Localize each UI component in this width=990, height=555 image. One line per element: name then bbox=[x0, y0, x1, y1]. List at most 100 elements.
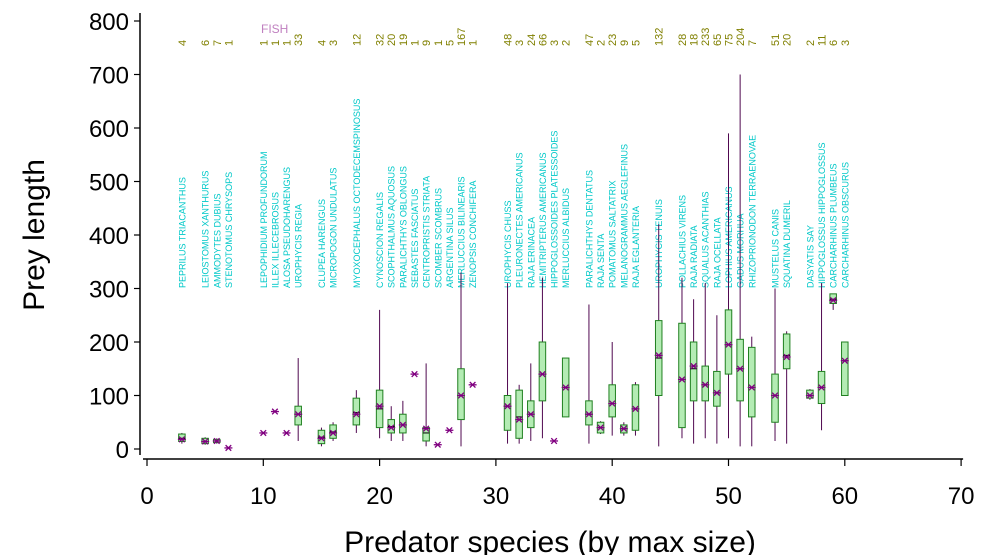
x-tick-label: 20 bbox=[366, 483, 393, 510]
species-4: LEPOPHIDIUM PROFUNDORUM 1 bbox=[258, 40, 270, 437]
y-tick-label: 600 bbox=[89, 116, 129, 143]
iqr-box bbox=[841, 341, 849, 396]
mean-marker bbox=[457, 392, 466, 399]
mean-marker-stroke bbox=[783, 353, 790, 361]
mean-marker-stroke bbox=[771, 392, 779, 399]
y-tick-label: 100 bbox=[89, 384, 129, 411]
species-32: POLLACHIUS VIRENS 28 bbox=[677, 34, 689, 439]
mean-marker bbox=[212, 437, 221, 445]
species-8: CLUPEA HARENGUS 4 bbox=[316, 40, 328, 447]
y-tick-label: 400 bbox=[89, 223, 129, 250]
y-tick-label: 500 bbox=[89, 170, 129, 197]
species-44: CARCHARHINUS OBSCURUS 3 bbox=[840, 40, 852, 396]
x-tick-label: 0 bbox=[140, 483, 153, 510]
mean-marker-stroke bbox=[376, 402, 383, 410]
sample-count-label: 65 bbox=[712, 34, 724, 46]
species-29: MELANOGRAMMUS AEGLEFINUS 9 bbox=[619, 40, 631, 436]
mean-marker-stroke bbox=[271, 408, 279, 415]
species-name-label: MYOXOCEPHALUS OCTODECEMSPINOSUS bbox=[352, 99, 362, 288]
mean-marker-stroke bbox=[608, 400, 616, 407]
mean-marker bbox=[515, 416, 524, 423]
y-tick-label: 700 bbox=[89, 63, 129, 90]
mean-marker bbox=[596, 424, 605, 431]
x-tick-label: 60 bbox=[831, 483, 858, 510]
mean-marker bbox=[294, 410, 303, 418]
sample-count-label: 3 bbox=[328, 40, 340, 46]
y-tick-label: 800 bbox=[89, 9, 129, 36]
species-21: PLEURONECTES AMERICANUS 3 bbox=[514, 40, 526, 444]
species-name-label: RAJA EGLANTERIA bbox=[631, 206, 641, 288]
species-16: SCOMBER SCOMBRUS 1 bbox=[433, 40, 445, 448]
species-name-label: SQUATINA DUMERIL bbox=[782, 200, 792, 288]
sample-count-label: 1 bbox=[270, 40, 282, 46]
mean-marker-stroke bbox=[748, 384, 756, 391]
species-name-label: RAJA OCELLATA bbox=[712, 217, 722, 288]
mean-marker bbox=[375, 402, 384, 410]
mean-marker-stroke bbox=[422, 425, 430, 432]
species-name-label: ARGENTINA SILUS bbox=[445, 207, 455, 288]
species-3: STENOTOMUS CHRYSOPS 1 bbox=[223, 40, 235, 452]
iqr-box bbox=[457, 368, 465, 421]
sample-count-label: 4 bbox=[316, 40, 328, 46]
mean-marker bbox=[177, 436, 186, 443]
species-name-label: MERLUCCIUS BILINEARIS bbox=[457, 176, 467, 288]
mean-marker bbox=[817, 384, 826, 391]
species-35: RAJA OCELLATA 65 bbox=[712, 34, 724, 444]
mean-marker-stroke bbox=[178, 436, 186, 443]
species-7: UROPHYCIS REGIA 33 bbox=[293, 34, 305, 441]
species-name-label: ILLEX ILLECEBROSUS bbox=[270, 192, 280, 288]
iqr-box bbox=[294, 405, 302, 426]
mean-marker bbox=[282, 429, 291, 437]
species-name-label: STENOTOMUS CHRYSOPS bbox=[224, 172, 234, 288]
mean-marker-stroke bbox=[457, 392, 465, 399]
iqr-box bbox=[829, 293, 837, 304]
iqr-box bbox=[782, 333, 791, 370]
sample-count-label: 1 bbox=[223, 40, 235, 46]
mean-marker-stroke bbox=[829, 297, 837, 304]
mean-marker bbox=[712, 389, 721, 397]
mean-marker bbox=[689, 362, 698, 370]
sample-count-label: 19 bbox=[398, 34, 410, 46]
species-2: AMMODYTES DUBIUS 7 bbox=[212, 40, 224, 445]
sample-count-label: 5 bbox=[630, 40, 642, 46]
mean-marker bbox=[224, 444, 233, 452]
sample-count-label: 3 bbox=[514, 40, 526, 46]
y-tick-label: 200 bbox=[89, 330, 129, 357]
species-name-label: UROPHYCIS REGIA bbox=[294, 204, 304, 288]
sample-count-label: 24 bbox=[526, 34, 538, 46]
species-36: LOPHIUS AMERICANUS75 bbox=[724, 34, 736, 439]
species-15: CENTROPRISTIS STRIATA 9 bbox=[421, 40, 433, 447]
species-14: SEBASTES FASCIATUS 1 bbox=[409, 40, 421, 378]
iqr-box bbox=[399, 413, 407, 434]
mean-marker-stroke bbox=[434, 441, 442, 448]
sample-count-label: 1 bbox=[282, 40, 294, 46]
species-name-label: PARALICHTHYS OBLONGUS bbox=[398, 166, 408, 288]
x-tick-label: 40 bbox=[599, 483, 626, 510]
species-27: RAJA SENTA 2 bbox=[596, 40, 608, 435]
mean-marker bbox=[329, 429, 338, 437]
species-22: RAJA ERINACEA 24 bbox=[526, 34, 538, 441]
species-11: CYNOSCION REGALIS 32 bbox=[375, 34, 387, 439]
species-name-label: RAJA SENTA bbox=[596, 234, 606, 288]
species-33: RAJA RADIATA 18 bbox=[689, 34, 701, 444]
species-26: PARALICHTHYS DENTATUS 47 bbox=[584, 34, 596, 444]
species-name-label: MUSTELUS CANIS bbox=[771, 209, 781, 288]
species-name-label: CLUPEA HARENGUS bbox=[317, 199, 327, 288]
mean-marker bbox=[584, 410, 593, 418]
plot-area: PEPRILUS TRIACANTHUS 4 LEIOSTOMUS XANTHURU… bbox=[177, 28, 852, 452]
mean-marker-stroke bbox=[655, 352, 662, 359]
sample-count-label: 33 bbox=[293, 34, 305, 46]
species-28: POMATOMUS SALTATRIX 23 bbox=[607, 34, 619, 436]
species-13: PARALICHTHYS OBLONGUS 19 bbox=[398, 34, 410, 441]
sample-count-label: 12 bbox=[351, 34, 363, 46]
species-name-label: SQUALUS ACANTHIAS bbox=[701, 191, 711, 288]
iqr-box bbox=[585, 400, 593, 426]
mean-marker bbox=[270, 408, 279, 415]
mean-marker-stroke bbox=[201, 438, 209, 445]
species-name-label: ZENOPSIS CONCHIFERA bbox=[468, 180, 478, 288]
species-24: HIPPOGLOSSOIDES PLATESSOIDES 3 bbox=[549, 40, 561, 445]
mean-marker-stroke bbox=[294, 410, 302, 418]
mean-marker-stroke bbox=[225, 444, 232, 452]
species-name-label: PEPRILUS TRIACANTHUS bbox=[177, 177, 187, 288]
